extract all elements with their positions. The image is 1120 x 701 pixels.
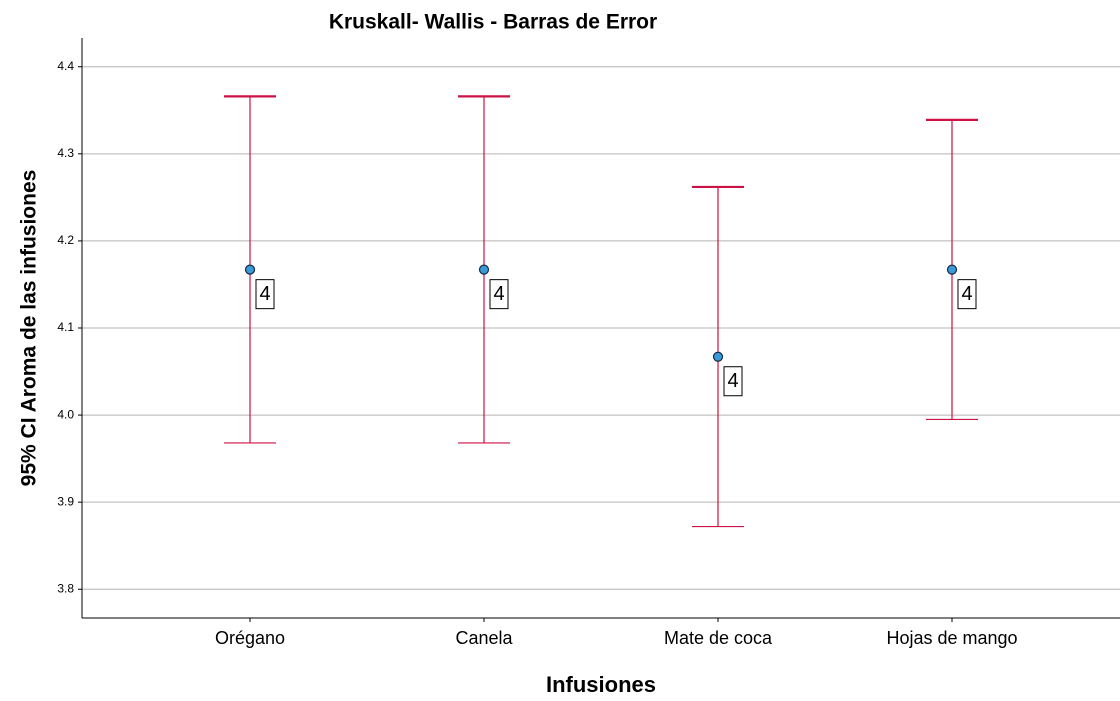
y-tick-label: 4.2 [57,233,74,247]
mean-marker [712,351,724,362]
label-box [255,279,275,310]
label-box [489,279,509,310]
point-label: 4 [259,283,270,305]
y-tick-label: 3.9 [57,494,74,508]
y-tick-label: 3.8 [57,581,74,595]
y-tick-label: 4.0 [57,407,74,421]
y-tick-label: 4.3 [57,146,74,160]
y-tick-label: 4.1 [57,320,74,334]
mean-marker [244,264,256,275]
y-tick-label: 4.4 [57,59,74,73]
mean-marker [478,264,490,275]
label-box [957,279,977,310]
y-axis-label: 95% CI Aroma de las infusiones [18,170,41,487]
x-axis-label: Infusiones [546,672,656,697]
mean-marker [946,264,958,275]
chart-title: Kruskall- Wallis - Barras de Error [329,11,657,34]
x-tick-label: Mate de coca [664,628,773,648]
label-box [723,366,743,397]
x-tick-label: Hojas de mango [886,628,1017,648]
point-label: 4 [727,370,738,392]
point-label: 4 [961,283,972,305]
point-label: 4 [493,283,504,305]
x-tick-label: Canela [455,628,513,648]
x-tick-label: Orégano [215,628,285,648]
